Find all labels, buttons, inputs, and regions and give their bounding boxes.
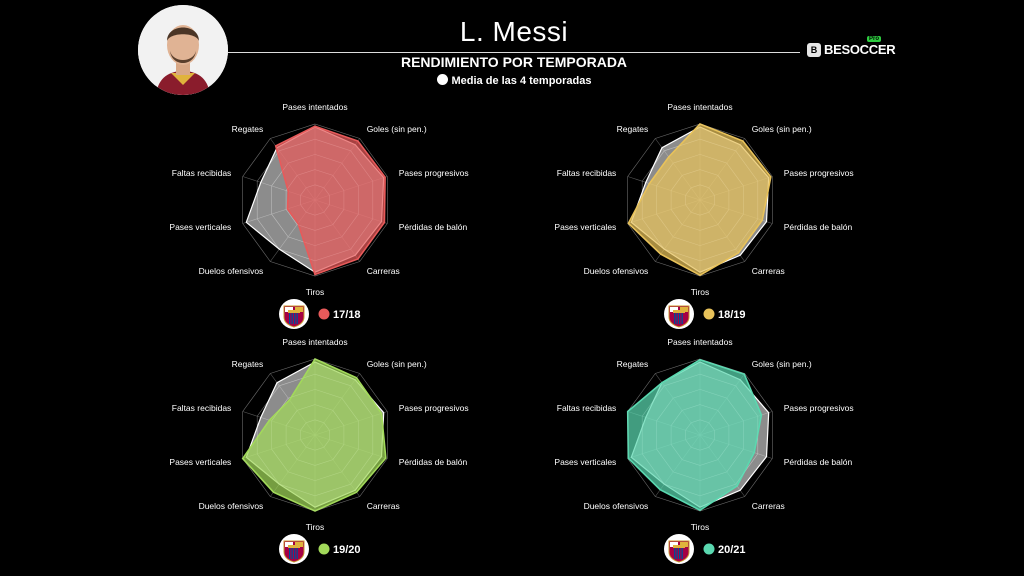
axis-label: Carreras — [367, 501, 400, 511]
grid-ring-overlay — [256, 138, 374, 262]
season-polygon — [241, 357, 387, 512]
grid-ring-overlay — [670, 404, 730, 466]
axis-label: Regates — [617, 124, 649, 134]
club-badge-icon — [664, 534, 694, 564]
season-label: 19/20 — [333, 544, 361, 556]
axis-label: Pases verticales — [169, 457, 231, 467]
axis-label: Pérdidas de balón — [784, 222, 853, 232]
grid-ring-overlay — [685, 419, 715, 451]
season-color-dot — [318, 308, 330, 320]
axis-label: Tiros — [306, 522, 325, 532]
player-avatar — [138, 5, 228, 95]
grid-ring-overlay — [627, 123, 773, 277]
season-label: 18/19 — [718, 309, 746, 321]
radar-chart-0: Pases intentados Goles (sin pen.) Pases pr… — [169, 102, 469, 329]
axis-label: Tiros — [691, 522, 710, 532]
player-photo — [138, 5, 228, 95]
grid-ring-overlay — [656, 389, 744, 481]
axis-label: Goles (sin pen.) — [752, 359, 812, 369]
grid-ring-overlay — [641, 138, 759, 262]
player-name: L. Messi — [459, 16, 569, 47]
axis-label: Faltas recibidas — [172, 168, 232, 178]
brand-badge-icon: B — [807, 43, 821, 57]
axis-label: Pases progresivos — [784, 403, 854, 413]
season-color-dot — [703, 543, 715, 555]
season-polygon — [627, 123, 772, 277]
legend-dot — [436, 74, 448, 85]
axis-label: Tiros — [691, 287, 710, 297]
axis-label: Faltas recibidas — [557, 168, 617, 178]
club-badge-icon — [279, 299, 309, 329]
brand-name: BESOCCER — [824, 42, 896, 57]
grid-ring-overlay — [627, 358, 773, 512]
radar-chart-2: Pases intentados Goles (sin pen.) Pases pr… — [169, 337, 469, 564]
axis-label: Carreras — [752, 266, 785, 276]
grid-ring-overlay — [685, 184, 715, 216]
axis-label: Pases progresivos — [784, 168, 854, 178]
chart-subtitle: RENDIMIENTO POR TEMPORADA — [400, 54, 628, 70]
axis-label: Pérdidas de balón — [784, 457, 853, 467]
season-color-dot — [318, 543, 330, 555]
axis-label: Pases intentados — [667, 102, 732, 112]
axis-label: Carreras — [752, 501, 785, 511]
club-badge-icon — [279, 534, 309, 564]
radar-chart-1: Pases intentados Goles (sin pen.) Pases pr… — [554, 102, 854, 329]
brand-logo: B BESOCCER Pro — [807, 36, 896, 62]
grid-ring-overlay — [670, 169, 730, 231]
header-divider — [228, 52, 800, 53]
axis-label: Pérdidas de balón — [399, 222, 468, 232]
axis-label: Pérdidas de balón — [399, 457, 468, 467]
axis-label: Goles (sin pen.) — [752, 124, 812, 134]
axis-label: Pases intentados — [282, 102, 347, 112]
axis-label: Pases verticales — [169, 222, 231, 232]
legend-label: Media de las 4 temporadas — [451, 75, 592, 87]
grid-ring-overlay — [256, 373, 374, 497]
season-label: 17/18 — [333, 309, 361, 321]
radar-chart-3: Pases intentados Goles (sin pen.) Pases pr… — [554, 337, 854, 564]
axis-label: Pases verticales — [554, 222, 616, 232]
grid-ring-overlay — [641, 373, 759, 497]
grid-ring-overlay — [300, 419, 330, 451]
grid-ring-overlay — [285, 404, 345, 466]
club-badge-icon — [664, 299, 694, 329]
grid-ring-overlay — [271, 154, 359, 246]
axis-label: Goles (sin pen.) — [367, 359, 427, 369]
season-color-dot — [703, 308, 715, 320]
axis-label: Regates — [232, 359, 264, 369]
grid-ring-overlay — [242, 123, 388, 277]
axis-label: Carreras — [367, 266, 400, 276]
axis-label: Pases intentados — [282, 337, 347, 347]
axis-label: Pases progresivos — [399, 168, 469, 178]
axis-label: Regates — [617, 359, 649, 369]
grid-ring-overlay — [300, 184, 330, 216]
season-polygon — [626, 358, 763, 512]
grid-ring-overlay — [285, 169, 345, 231]
axis-label: Duelos ofensivos — [199, 501, 264, 511]
axis-label: Duelos ofensivos — [199, 266, 264, 276]
axis-label: Faltas recibidas — [172, 403, 232, 413]
season-label: 20/21 — [718, 544, 746, 556]
legend: Media de las 4 temporadas — [228, 74, 800, 87]
axis-label: Goles (sin pen.) — [367, 124, 427, 134]
grid-ring-overlay — [656, 154, 744, 246]
axis-label: Pases progresivos — [399, 403, 469, 413]
brand-pro-tag: Pro — [867, 36, 882, 42]
grid-ring-overlay — [242, 358, 388, 512]
axis-label: Regates — [232, 124, 264, 134]
axis-label: Pases intentados — [667, 337, 732, 347]
season-polygon — [274, 125, 386, 276]
grid-ring-overlay — [271, 389, 359, 481]
axis-label: Duelos ofensivos — [584, 266, 649, 276]
axis-label: Duelos ofensivos — [584, 501, 649, 511]
axis-label: Tiros — [306, 287, 325, 297]
axis-label: Faltas recibidas — [557, 403, 617, 413]
axis-label: Pases verticales — [554, 457, 616, 467]
